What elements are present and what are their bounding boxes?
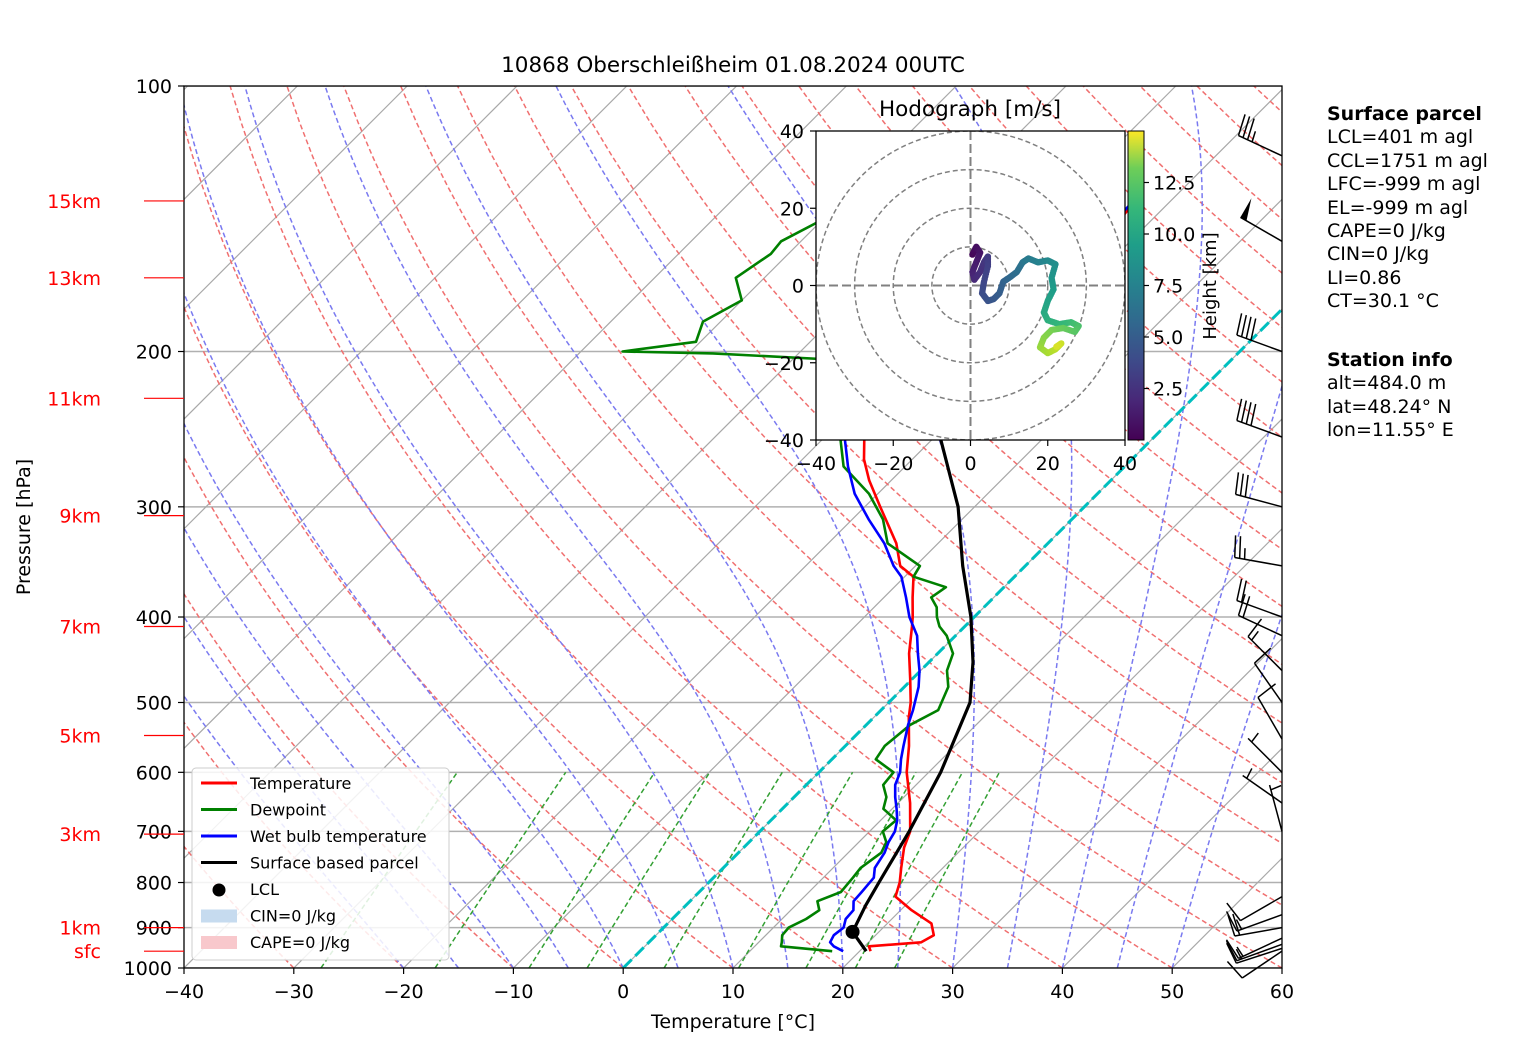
y-tick-label: 700: [136, 821, 172, 843]
colorbar-tick-label: 2.5: [1153, 379, 1183, 401]
station-info-heading: Station info: [1327, 349, 1454, 372]
wind-barb: [1238, 114, 1282, 155]
colorbar-tick-label: 12.5: [1153, 173, 1195, 195]
y-tick-label: 1000: [124, 958, 172, 980]
y-tick-label: 800: [136, 873, 172, 895]
y-tick-label: 400: [136, 607, 172, 629]
hodograph-x-tick-label: 40: [1113, 453, 1137, 475]
cape-value: CAPE=0 J/kg: [1327, 220, 1488, 243]
latitude-value: lat=48.24° N: [1327, 396, 1454, 419]
hodograph-point: [1053, 343, 1059, 349]
altitude-value: alt=484.0 m: [1327, 372, 1454, 395]
hodograph-x-tick-label: −20: [873, 453, 913, 475]
height-label: 7km: [59, 616, 101, 638]
height-label: 3km: [59, 824, 101, 846]
wind-barb: [1258, 684, 1282, 739]
y-tick-label: 100: [136, 76, 172, 98]
height-label: 13km: [47, 268, 101, 290]
x-tick-label: 10: [721, 981, 745, 1003]
height-label: 5km: [59, 726, 101, 748]
legend-label: CAPE=0 J/kg: [250, 933, 350, 952]
y-tick-label: 600: [136, 762, 172, 784]
station-info-panel: Station info alt=484.0 m lat=48.24° N lo…: [1327, 349, 1454, 443]
legend-label: Dewpoint: [250, 801, 326, 820]
height-label: 11km: [47, 388, 101, 410]
mixing-ratio-line: [435, 772, 566, 968]
x-tick-label: 40: [1050, 981, 1074, 1003]
hodograph-x-tick-label: 20: [1036, 453, 1060, 475]
surface-parcel-panel: Surface parcel LCL=401 m agl CCL=1751 m …: [1327, 103, 1488, 314]
mixing-ratio-line: [587, 772, 710, 968]
hodograph-y-tick-label: −20: [764, 353, 804, 375]
hodograph-y-tick-label: 20: [780, 198, 804, 220]
surface-parcel-heading: Surface parcel: [1327, 103, 1488, 126]
hodograph-title: Hodograph [m/s]: [879, 97, 1061, 122]
height-label: 9km: [59, 506, 101, 528]
mixing-ratio-line: [664, 772, 782, 968]
colorbar-tick-label: 10.0: [1153, 224, 1195, 246]
legend-label: CIN=0 J/kg: [250, 907, 336, 926]
x-tick-label: −10: [493, 981, 533, 1003]
x-tick-label: 20: [831, 981, 855, 1003]
legend-label: LCL: [250, 880, 279, 899]
li-value: LI=0.86: [1327, 267, 1488, 290]
hodograph-y-tick-label: 40: [780, 121, 804, 143]
hodograph: Hodograph [m/s] −40−40 −20 −20 0 0 20 20 40 40 2.…: [764, 97, 1195, 475]
wind-barbs: [1226, 114, 1282, 978]
hodograph-y-tick-label: 0: [792, 276, 804, 298]
wind-barb: [1248, 619, 1282, 671]
x-tick-label: −30: [274, 981, 314, 1003]
chart-title: 10868 Oberschleißheim 01.08.2024 00UTC: [501, 53, 965, 78]
hodograph-x-tick-label: −40: [796, 453, 836, 475]
hodograph-y-tick-label: −40: [764, 430, 804, 452]
height-label: 15km: [47, 191, 101, 213]
hodograph-x-tick-label: 0: [964, 453, 976, 475]
wind-barb: [1270, 785, 1282, 831]
ccl-value: CCL=1751 m agl: [1327, 150, 1488, 173]
y-axis-label: Pressure [hPa]: [13, 459, 35, 595]
y-tick-label: 900: [136, 918, 172, 940]
lcl-marker: [846, 925, 860, 939]
legend-label: Surface based parcel: [250, 854, 419, 873]
x-tick-label: −40: [164, 981, 204, 1003]
ct-value: CT=30.1 °C: [1327, 290, 1488, 313]
x-tick-label: −20: [384, 981, 424, 1003]
colorbar: [1128, 131, 1144, 440]
cin-value: CIN=0 J/kg: [1327, 243, 1488, 266]
y-tick-label: 500: [136, 692, 172, 714]
x-tick-label: 0: [617, 981, 629, 1003]
colorbar-label: Height [km]: [1200, 232, 1221, 339]
lfc-value: LFC=-999 m agl: [1327, 173, 1488, 196]
el-value: EL=-999 m agl: [1327, 197, 1488, 220]
wind-barb: [1237, 399, 1282, 437]
wind-barb: [1243, 768, 1282, 803]
x-tick-label: 60: [1270, 981, 1294, 1003]
colorbar-tick-label: 7.5: [1153, 276, 1183, 298]
x-tick-label: 30: [941, 981, 965, 1003]
height-label: 1km: [59, 918, 101, 940]
colorbar-tick-label: 5.0: [1153, 327, 1183, 349]
lcl-value: LCL=401 m agl: [1327, 126, 1488, 149]
legend: Temperature Dewpoint Wet bulb temperature S…: [192, 768, 449, 960]
x-axis-label: Temperature [°C]: [650, 1011, 815, 1033]
y-tick-label: 200: [136, 342, 172, 364]
legend-label: Wet bulb temperature: [250, 827, 427, 846]
height-label: sfc: [74, 941, 101, 963]
wind-barb: [1236, 472, 1282, 506]
longitude-value: lon=11.55° E: [1327, 419, 1454, 442]
x-tick-label: 50: [1160, 981, 1184, 1003]
legend-label: Temperature: [249, 774, 351, 793]
wind-barb: [1235, 535, 1282, 566]
